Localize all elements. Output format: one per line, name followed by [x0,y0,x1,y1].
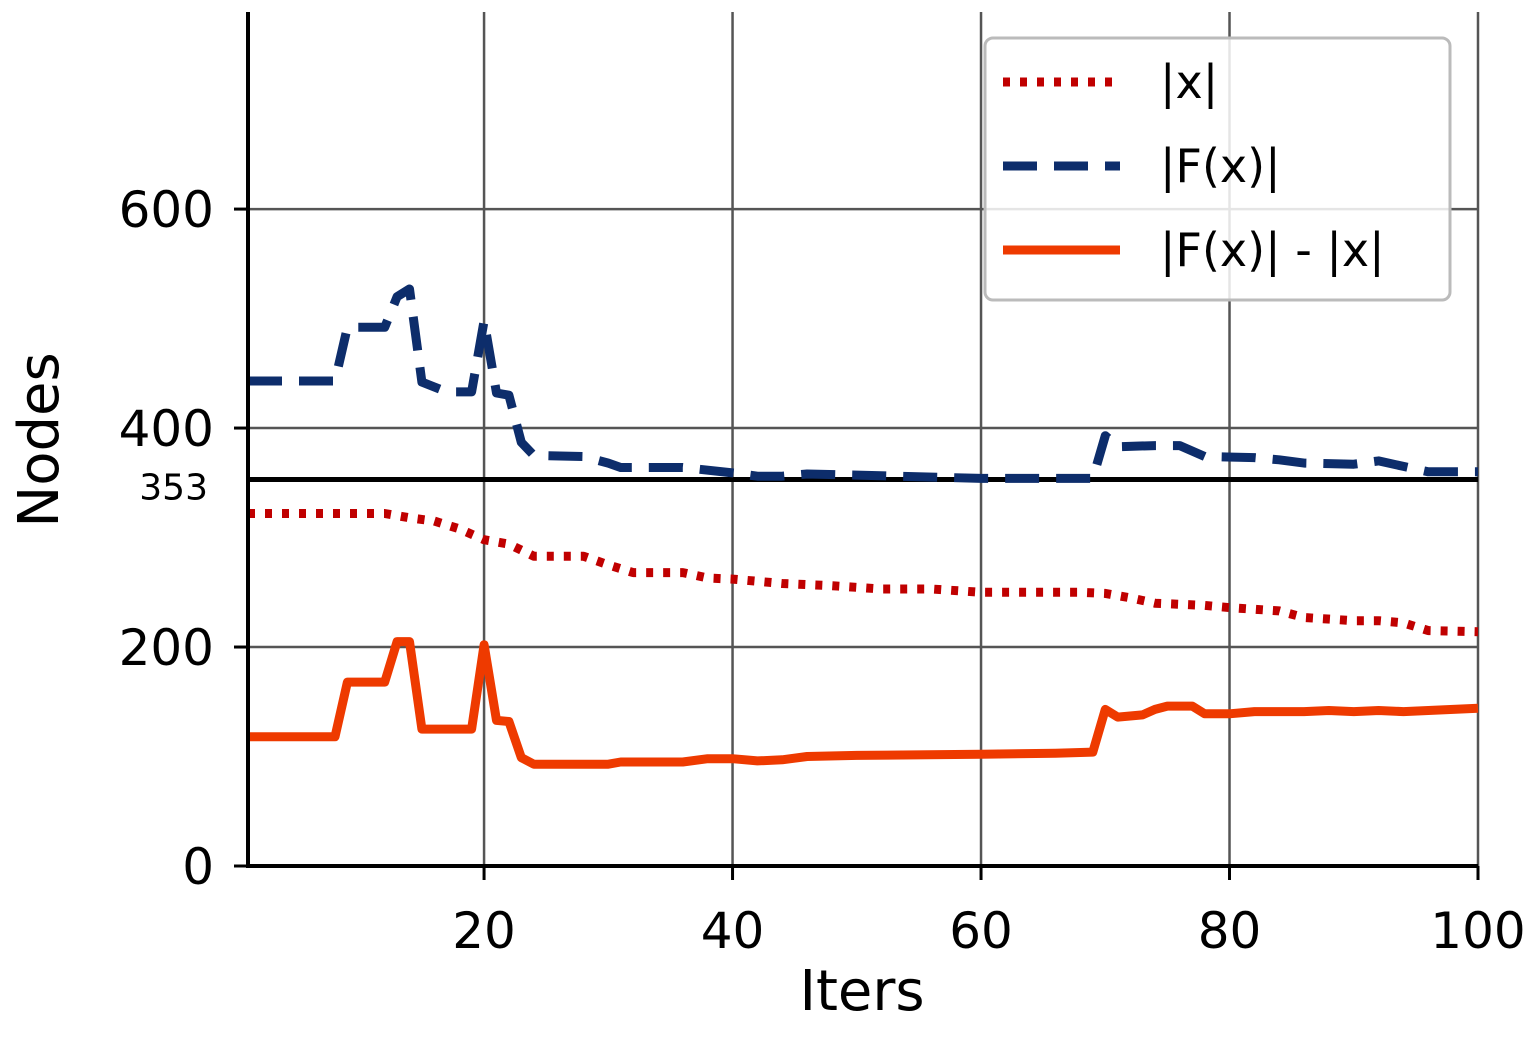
series-line-1 [248,509,1479,637]
y-tick-label: 200 [119,619,214,677]
x-tick-label: 60 [949,902,1013,960]
x-tick-label: 100 [1430,902,1525,960]
x-axis-label: Iters [799,959,924,1024]
x-tick-label: 40 [701,902,765,960]
legend: |x| |F(x)| |F(x)| - |x| [983,36,1452,302]
tick-labels: 353 20 40 60 80 100 0 200 400 600 [119,181,1526,960]
y-tick-label: 400 [119,400,214,458]
reference-tick-label: 353 [139,468,208,509]
legend-box [983,36,1452,302]
x-tick-label: 20 [452,902,516,960]
legend-label-2: |F(x)| [1160,139,1281,194]
axes [234,12,1480,880]
series-line-2 [248,284,1478,483]
legend-label-1: |x| [1160,55,1218,110]
y-tick-label: 0 [182,838,214,896]
legend-label-3: |F(x)| - |x| [1160,223,1385,278]
series-line-3 [248,637,1479,769]
x-tick-label: 80 [1198,902,1262,960]
y-tick-label: 600 [119,181,214,239]
series-lines [248,284,1479,769]
y-axis-label: Nodes [7,352,72,527]
